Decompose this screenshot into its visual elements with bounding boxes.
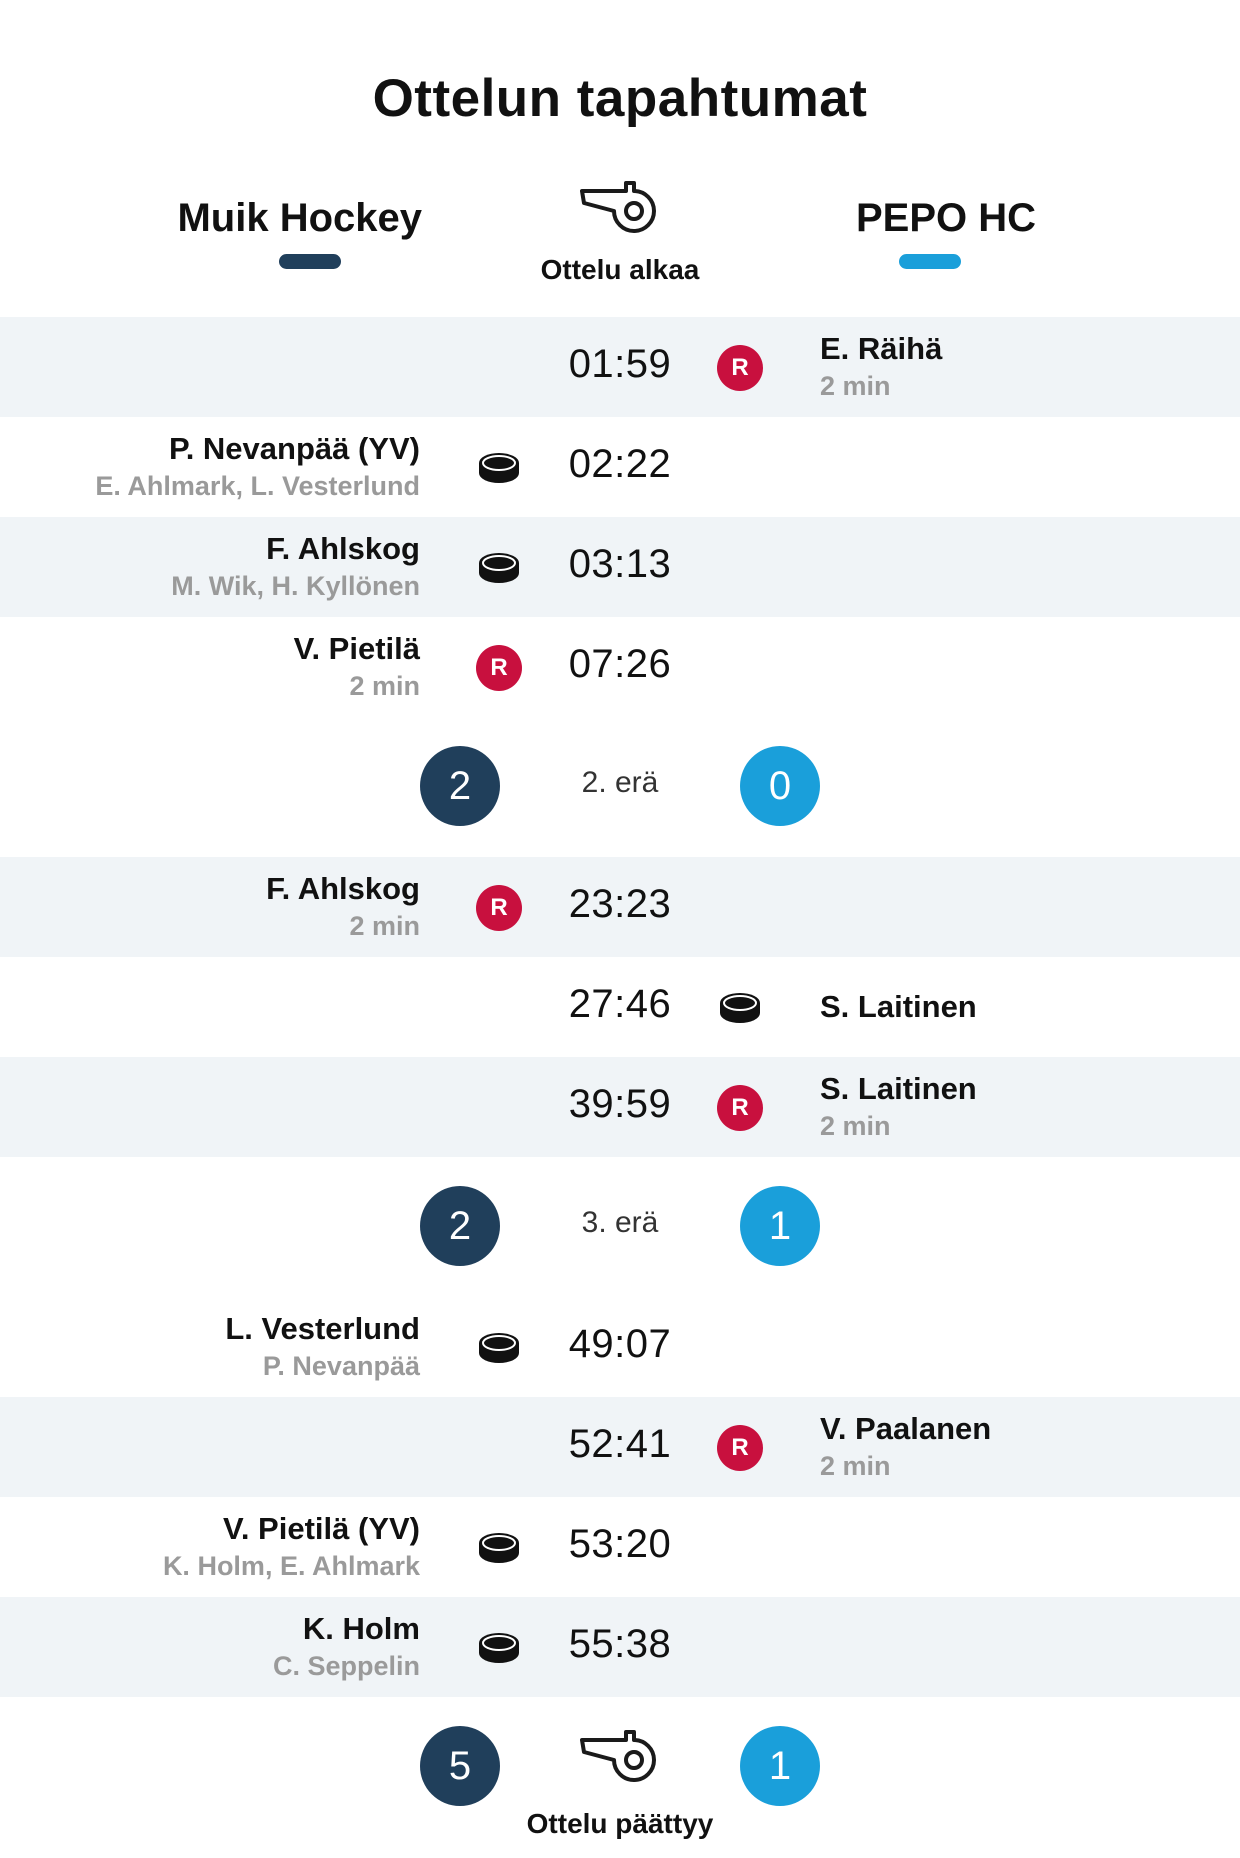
event-details: V. Paalanen 2 min (820, 1397, 991, 1497)
player-name: F. Ahlskog (266, 871, 420, 906)
penalty-duration: 2 min (820, 1111, 891, 1141)
penalty-icon: R (476, 885, 522, 931)
event-row: 39:59 R S. Laitinen 2 min (0, 1057, 1240, 1157)
event-details: V. Pietilä 2 min (294, 617, 420, 717)
event-time: 27:46 (568, 982, 672, 1026)
player-name: F. Ahlskog (266, 531, 420, 566)
assist-names: E. Ahlmark, L. Vesterlund (95, 471, 420, 501)
assist-names: C. Seppelin (272, 1651, 420, 1681)
event-details: S. Laitinen (820, 957, 977, 1057)
event-details: F. Ahlskog 2 min (266, 857, 420, 957)
player-name: V. Paalanen (820, 1411, 992, 1446)
puck-icon (476, 1625, 522, 1671)
event-time: 03:13 (568, 542, 672, 586)
event-row: 52:41 R V. Paalanen 2 min (0, 1397, 1240, 1497)
penalty-icon: R (717, 1425, 763, 1471)
assist-names: P. Nevanpää (262, 1351, 420, 1381)
team-home-color-bar (279, 254, 341, 269)
period-home-score: 2 (420, 1186, 500, 1266)
period-label: 3. erä (581, 1206, 659, 1239)
event-row: 55:38 K. Holm C. Seppelin (0, 1597, 1240, 1697)
penalty-duration: 2 min (349, 671, 420, 701)
puck-icon (476, 545, 522, 591)
event-time: 02:22 (568, 442, 672, 486)
event-time: 53:20 (568, 1522, 672, 1566)
event-time: 39:59 (568, 1082, 672, 1126)
event-time: 01:59 (568, 342, 672, 386)
team-home-name: Muik Hockey (177, 196, 422, 240)
puck-icon (476, 445, 522, 491)
whistle-icon (580, 1730, 656, 1782)
event-details: S. Laitinen 2 min (820, 1057, 977, 1157)
final-home-score: 5 (420, 1726, 500, 1806)
period-away-score: 0 (740, 746, 820, 826)
player-name: S. Laitinen (820, 1071, 977, 1106)
page-title: Ottelun tapahtumat (372, 69, 868, 128)
assist-names: K. Holm, E. Ahlmark (162, 1551, 420, 1581)
event-time: 07:26 (568, 642, 672, 686)
assist-names: M. Wik, H. Kyllönen (171, 571, 420, 601)
event-details: P. Nevanpää (YV) E. Ahlmark, L. Vesterlun… (95, 417, 420, 517)
event-row: 53:20 V. Pietilä (YV) K. Holm, E. Ahlmark (0, 1497, 1240, 1597)
event-details: F. Ahlskog M. Wik, H. Kyllönen (171, 517, 420, 617)
event-details: L. Vesterlund P. Nevanpää (225, 1297, 420, 1397)
puck-icon (717, 985, 763, 1031)
whistle-icon (580, 181, 656, 233)
event-row: 02:22 P. Nevanpää (YV) E. Ahlmark, L. Vest… (0, 417, 1240, 517)
puck-icon (476, 1325, 522, 1371)
event-row: 03:13 F. Ahlskog M. Wik, H. Kyllönen (0, 517, 1240, 617)
period-away-score: 1 (740, 1186, 820, 1266)
team-away-color-bar (899, 254, 961, 269)
event-row: 01:59 R E. Räihä 2 min (0, 317, 1240, 417)
player-name: V. Pietilä (293, 631, 420, 666)
period-label: 2. erä (581, 766, 659, 799)
event-row: 23:23 R F. Ahlskog 2 min (0, 857, 1240, 957)
event-row: 07:26 R V. Pietilä 2 min (0, 617, 1240, 717)
penalty-duration: 2 min (820, 371, 891, 401)
final-away-score: 1 (740, 1726, 820, 1806)
penalty-duration: 2 min (820, 1451, 891, 1481)
match-end-label: Ottelu päättyy (526, 1808, 714, 1839)
penalty-icon: R (476, 645, 522, 691)
player-name: E. Räihä (820, 331, 943, 366)
event-details: E. Räihä 2 min (820, 317, 942, 417)
event-row: 27:46 S. Laitinen (0, 957, 1240, 1057)
period-home-score: 2 (420, 746, 500, 826)
penalty-duration: 2 min (349, 911, 420, 941)
event-time: 52:41 (568, 1422, 672, 1466)
player-name: V. Pietilä (YV) (223, 1511, 420, 1546)
puck-icon (476, 1525, 522, 1571)
event-time: 23:23 (568, 882, 672, 926)
event-details: V. Pietilä (YV) K. Holm, E. Ahlmark (163, 1497, 420, 1597)
match-start-label: Ottelu alkaa (540, 254, 700, 285)
event-row: 49:07 L. Vesterlund P. Nevanpää (0, 1297, 1240, 1397)
player-name: S. Laitinen (820, 989, 977, 1024)
penalty-icon: R (717, 345, 763, 391)
event-time: 49:07 (568, 1322, 672, 1366)
player-name: P. Nevanpää (YV) (169, 431, 420, 466)
player-name: K. Holm (302, 1611, 420, 1646)
event-time: 55:38 (568, 1622, 672, 1666)
team-away-name: PEPO HC (856, 196, 1037, 240)
player-name: L. Vesterlund (225, 1311, 420, 1346)
penalty-icon: R (717, 1085, 763, 1131)
event-details: K. Holm C. Seppelin (273, 1597, 420, 1697)
